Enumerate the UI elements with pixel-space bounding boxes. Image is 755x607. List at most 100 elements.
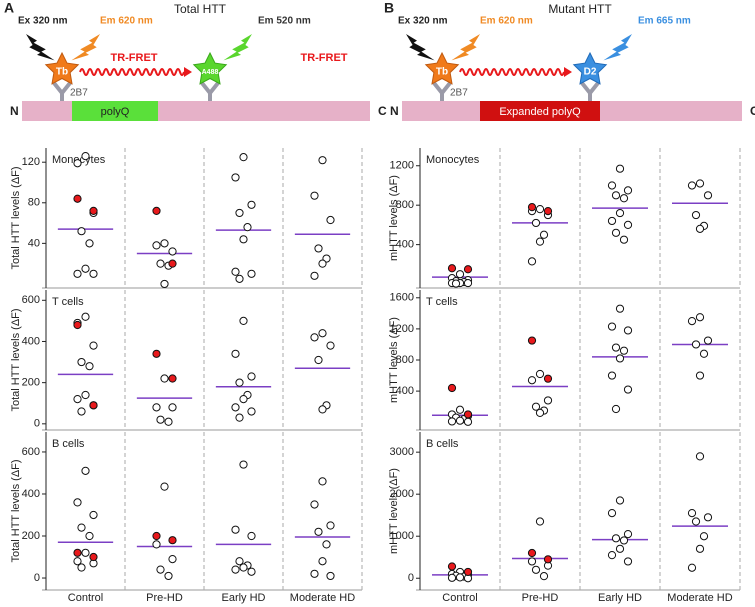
data-point [89,341,98,350]
x-tick-label: Pre-HD [522,592,559,604]
donor-emission-label: Em 620 nm [480,16,533,27]
data-point [81,466,90,475]
y-tick-label: 40 [28,237,40,249]
n-terminus: N [10,104,19,118]
data-point [527,376,537,385]
data-point [611,191,621,200]
data-point [239,235,248,244]
data-point [318,259,327,268]
data-point [463,417,473,426]
data-point [318,477,327,486]
data-point [623,530,633,539]
data-point [447,264,457,273]
x-tick-label: Control [442,592,477,604]
x-tick-label: Control [68,592,103,604]
data-point [535,237,545,246]
data-point [77,407,86,416]
data-point [231,403,240,412]
data-point [318,329,327,338]
data-point [687,317,697,326]
data-point [239,563,248,572]
y-tick-label: 3000 [390,446,414,458]
data-point [235,413,244,422]
data-point [85,362,94,371]
data-point [695,544,705,553]
data-point [318,557,327,566]
acceptor-emission-label: Em 520 nm [258,16,311,27]
data-point [535,517,545,526]
data-point [543,396,553,405]
data-point [699,349,709,358]
data-point [607,216,617,226]
y-tick-label: 1200 [390,323,414,335]
data-point [152,241,161,250]
data-point [695,452,705,461]
data-point [611,534,621,543]
y-tick-label: 200 [22,530,40,542]
data-point [231,525,240,534]
data-point [168,536,177,545]
fret-arrowhead [184,67,192,77]
row-label: T cells [52,296,84,308]
data-point [152,206,161,215]
polyq-domain [72,101,158,121]
data-point [687,181,697,190]
data-point [156,259,165,268]
excitation-label: Ex 320 nm [18,16,68,27]
y-tick-label: 600 [22,294,40,306]
fret-label: TR-FRET [300,52,347,64]
acceptor-emission-bolt [603,34,632,61]
data-point [77,227,86,236]
data-point [611,228,621,237]
data-point [623,557,633,566]
data-point [691,210,701,220]
data-point [326,521,335,530]
data-point [81,390,90,400]
data-point [81,548,90,557]
data-point [89,269,98,278]
data-point [535,408,545,417]
data-point [539,230,549,239]
data-point [531,565,541,574]
data-point [160,279,169,289]
domain-label: polyQ [101,106,130,118]
data-point [77,523,86,532]
y-tick-label: 80 [28,197,40,209]
data-point [447,417,457,426]
data-point [81,312,90,321]
data-point [615,208,625,218]
y-tick-label: 0 [34,572,40,584]
data-point [527,203,537,212]
data-point [247,372,256,381]
data-point [235,274,244,283]
y-axis-label: Total HTT levels (ΔF) [10,166,22,269]
data-point [235,378,244,387]
data-point [168,403,177,412]
data-point [447,562,457,571]
acceptor-emission-bolt [223,34,252,61]
donor-star [44,51,80,85]
acceptor-label: A488 [202,69,219,76]
data-point [85,531,94,541]
x-tick-label: Moderate HD [290,592,355,604]
data-point [615,354,625,363]
data-point [160,374,169,383]
data-point [314,244,323,253]
emission-bolt [451,34,480,61]
data-point [231,267,240,276]
y-tick-label: 200 [22,377,40,389]
data-point [73,548,82,557]
data-point [247,200,256,209]
data-point [164,417,173,426]
y-tick-label: 400 [22,335,40,347]
data-point [73,498,82,507]
y-tick-label: 120 [22,156,40,168]
panel-title: Mutant HTT [548,2,612,16]
data-point [89,206,98,215]
y-axis-label: mHTT levels (ΔF) [388,317,400,403]
data-point [239,153,248,162]
c-terminus: C [378,104,387,118]
data-point [156,565,165,574]
y-tick-label: 0 [408,572,414,584]
data-point [156,415,165,424]
